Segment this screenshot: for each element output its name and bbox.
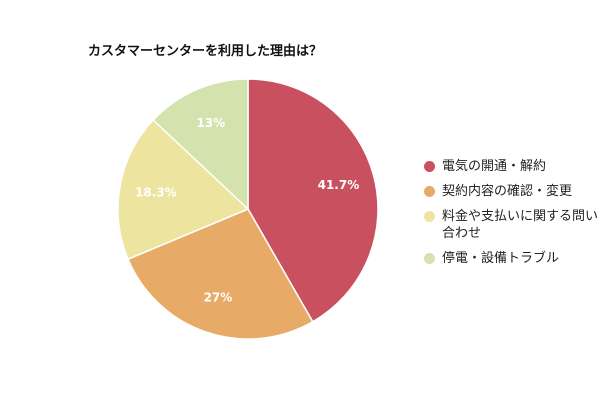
legend-swatch-2 [424,211,435,222]
legend-item-2: 料金や支払いに関する問い 合わせ [424,208,600,242]
legend-label-0: 電気の開通・解約 [442,159,547,174]
slice-label-0: 41.7% [318,178,360,192]
pie-slice-0 [247,78,379,323]
legend-item-1: 契約内容の確認・変更 [424,183,600,200]
legend-swatch-1 [424,186,435,197]
slice-label-2: 18.3% [135,185,177,199]
legend-label-1: 契約内容の確認・変更 [442,184,573,199]
legend-label-2: 料金や支払いに関する問い 合わせ [442,209,599,241]
legend-item-3: 停電・設備トラブル [424,250,600,267]
legend-swatch-3 [424,253,435,264]
slice-label-1: 27% [204,291,233,305]
pie-slice-2 [117,118,250,261]
legend-label-3: 停電・設備トラブル [442,251,560,266]
slice-label-3: 13% [196,116,225,130]
legend-swatch-0 [424,161,435,172]
pie-slice-1 [127,208,314,340]
pie-slice-3 [152,78,249,211]
chart-title: カスタマーセンターを利用した理由は？ [88,44,323,59]
chart-legend: 電気の開通・解約契約内容の確認・変更料金や支払いに関する問い 合わせ停電・設備トラ… [424,158,600,275]
legend-item-0: 電気の開通・解約 [424,158,600,175]
